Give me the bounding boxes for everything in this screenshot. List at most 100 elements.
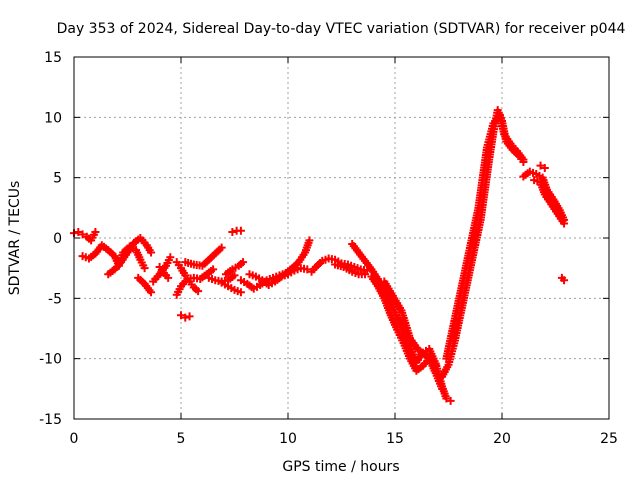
data-point-fill — [162, 271, 171, 280]
data-point — [446, 396, 455, 405]
data-point-fill — [412, 343, 421, 352]
data-point-fill — [89, 230, 98, 239]
data-point-fill — [200, 271, 209, 280]
y-tick-label: -10 — [39, 352, 62, 368]
data-point-fill — [448, 327, 457, 336]
data-point-fill — [208, 275, 217, 284]
data-point-fill — [539, 188, 548, 197]
data-point-fill — [316, 258, 325, 267]
data-point-fill — [153, 272, 162, 281]
data-point — [185, 312, 194, 321]
data-point-fill — [395, 303, 404, 312]
data-point-fill — [482, 146, 491, 155]
data-point-fill — [441, 392, 450, 401]
tick-labels: 0 5 10 15 20 25 -15 -10 -5 0 5 10 15 — [39, 50, 618, 447]
data-point-fill — [300, 264, 309, 273]
x-tick-label: 25 — [600, 431, 618, 447]
data-point-fill — [510, 144, 519, 153]
data-point-fill — [252, 282, 261, 291]
data-point-fill — [209, 251, 218, 260]
data-point-fill — [89, 251, 98, 260]
data-point-fill — [357, 270, 366, 279]
data-point-fill — [215, 245, 224, 254]
data-point-fill — [255, 274, 264, 283]
data-point — [181, 313, 190, 322]
data-point-fill — [226, 266, 235, 275]
data-point-fill — [233, 287, 242, 296]
data-point-fill — [416, 363, 425, 372]
data-point-fill — [392, 323, 401, 332]
data-point — [177, 311, 185, 320]
data-point-fill — [202, 257, 211, 266]
data-point-fill — [267, 279, 276, 288]
data-point-fill — [220, 280, 229, 289]
data-point-fill — [558, 217, 567, 226]
data-point-fill — [228, 273, 237, 282]
data-point — [78, 230, 87, 239]
data-point-fill — [365, 263, 374, 272]
data-point-fill — [231, 263, 240, 272]
data-point-fill — [227, 284, 236, 293]
data-point-fill — [145, 286, 154, 295]
data-point-fill — [379, 291, 388, 300]
data-point-fill — [398, 336, 407, 345]
data-point-fill — [545, 197, 554, 206]
data-point-fill — [114, 260, 123, 269]
data-point-fill — [461, 266, 470, 275]
data-markers — [70, 106, 569, 405]
data-point-fill — [353, 264, 362, 273]
data-point-fill — [195, 261, 204, 270]
data-point — [236, 226, 245, 235]
data-point-fill — [517, 153, 526, 162]
x-tick-label: 0 — [70, 431, 79, 447]
data-point-fill — [265, 275, 274, 284]
y-tick-label: -5 — [48, 291, 62, 307]
data-point-fill — [437, 382, 446, 391]
data-point — [74, 227, 83, 236]
data-point-fill — [405, 331, 414, 340]
data-point-fill — [128, 241, 137, 250]
data-point-fill — [206, 266, 215, 275]
data-point-fill — [304, 238, 313, 247]
data-point-fill — [552, 207, 561, 216]
data-point-fill — [299, 250, 308, 259]
data-point-fill — [139, 261, 148, 270]
data-point-fill — [135, 253, 144, 262]
data-point-fill — [336, 262, 345, 271]
data-point-fill — [429, 358, 438, 367]
data-point-fill — [145, 246, 154, 255]
data-point-fill — [430, 366, 439, 375]
data-point-fill — [157, 265, 166, 274]
data-point — [536, 161, 545, 170]
data-point-fill — [275, 274, 284, 283]
data-point-fill — [467, 236, 476, 245]
data-point — [540, 164, 549, 173]
data-point-fill — [385, 308, 394, 317]
x-tick-label: 5 — [177, 431, 186, 447]
data-point — [560, 276, 569, 285]
data-point-fill — [353, 246, 362, 255]
data-point-fill — [535, 171, 544, 180]
data-point-fill — [186, 259, 195, 268]
data-point-fill — [347, 261, 356, 270]
data-point-fill — [108, 266, 117, 275]
data-point-fill — [454, 296, 463, 305]
data-point-fill — [138, 277, 147, 286]
data-point-fill — [345, 266, 354, 275]
x-tick-label: 10 — [279, 431, 297, 447]
data-point-fill — [372, 279, 381, 288]
data-point-fill — [443, 363, 452, 372]
data-point-fill — [359, 254, 368, 263]
data-point-fill — [529, 168, 538, 177]
data-point-fill — [193, 274, 202, 283]
data-point-fill — [309, 265, 318, 274]
y-tick-label: 5 — [53, 171, 62, 187]
data-point-fill — [179, 268, 188, 277]
data-point-fill — [102, 244, 111, 253]
data-point-fill — [248, 271, 257, 280]
data-point-fill — [420, 350, 429, 359]
data-point-fill — [174, 261, 183, 270]
data-point-fill — [187, 280, 196, 289]
